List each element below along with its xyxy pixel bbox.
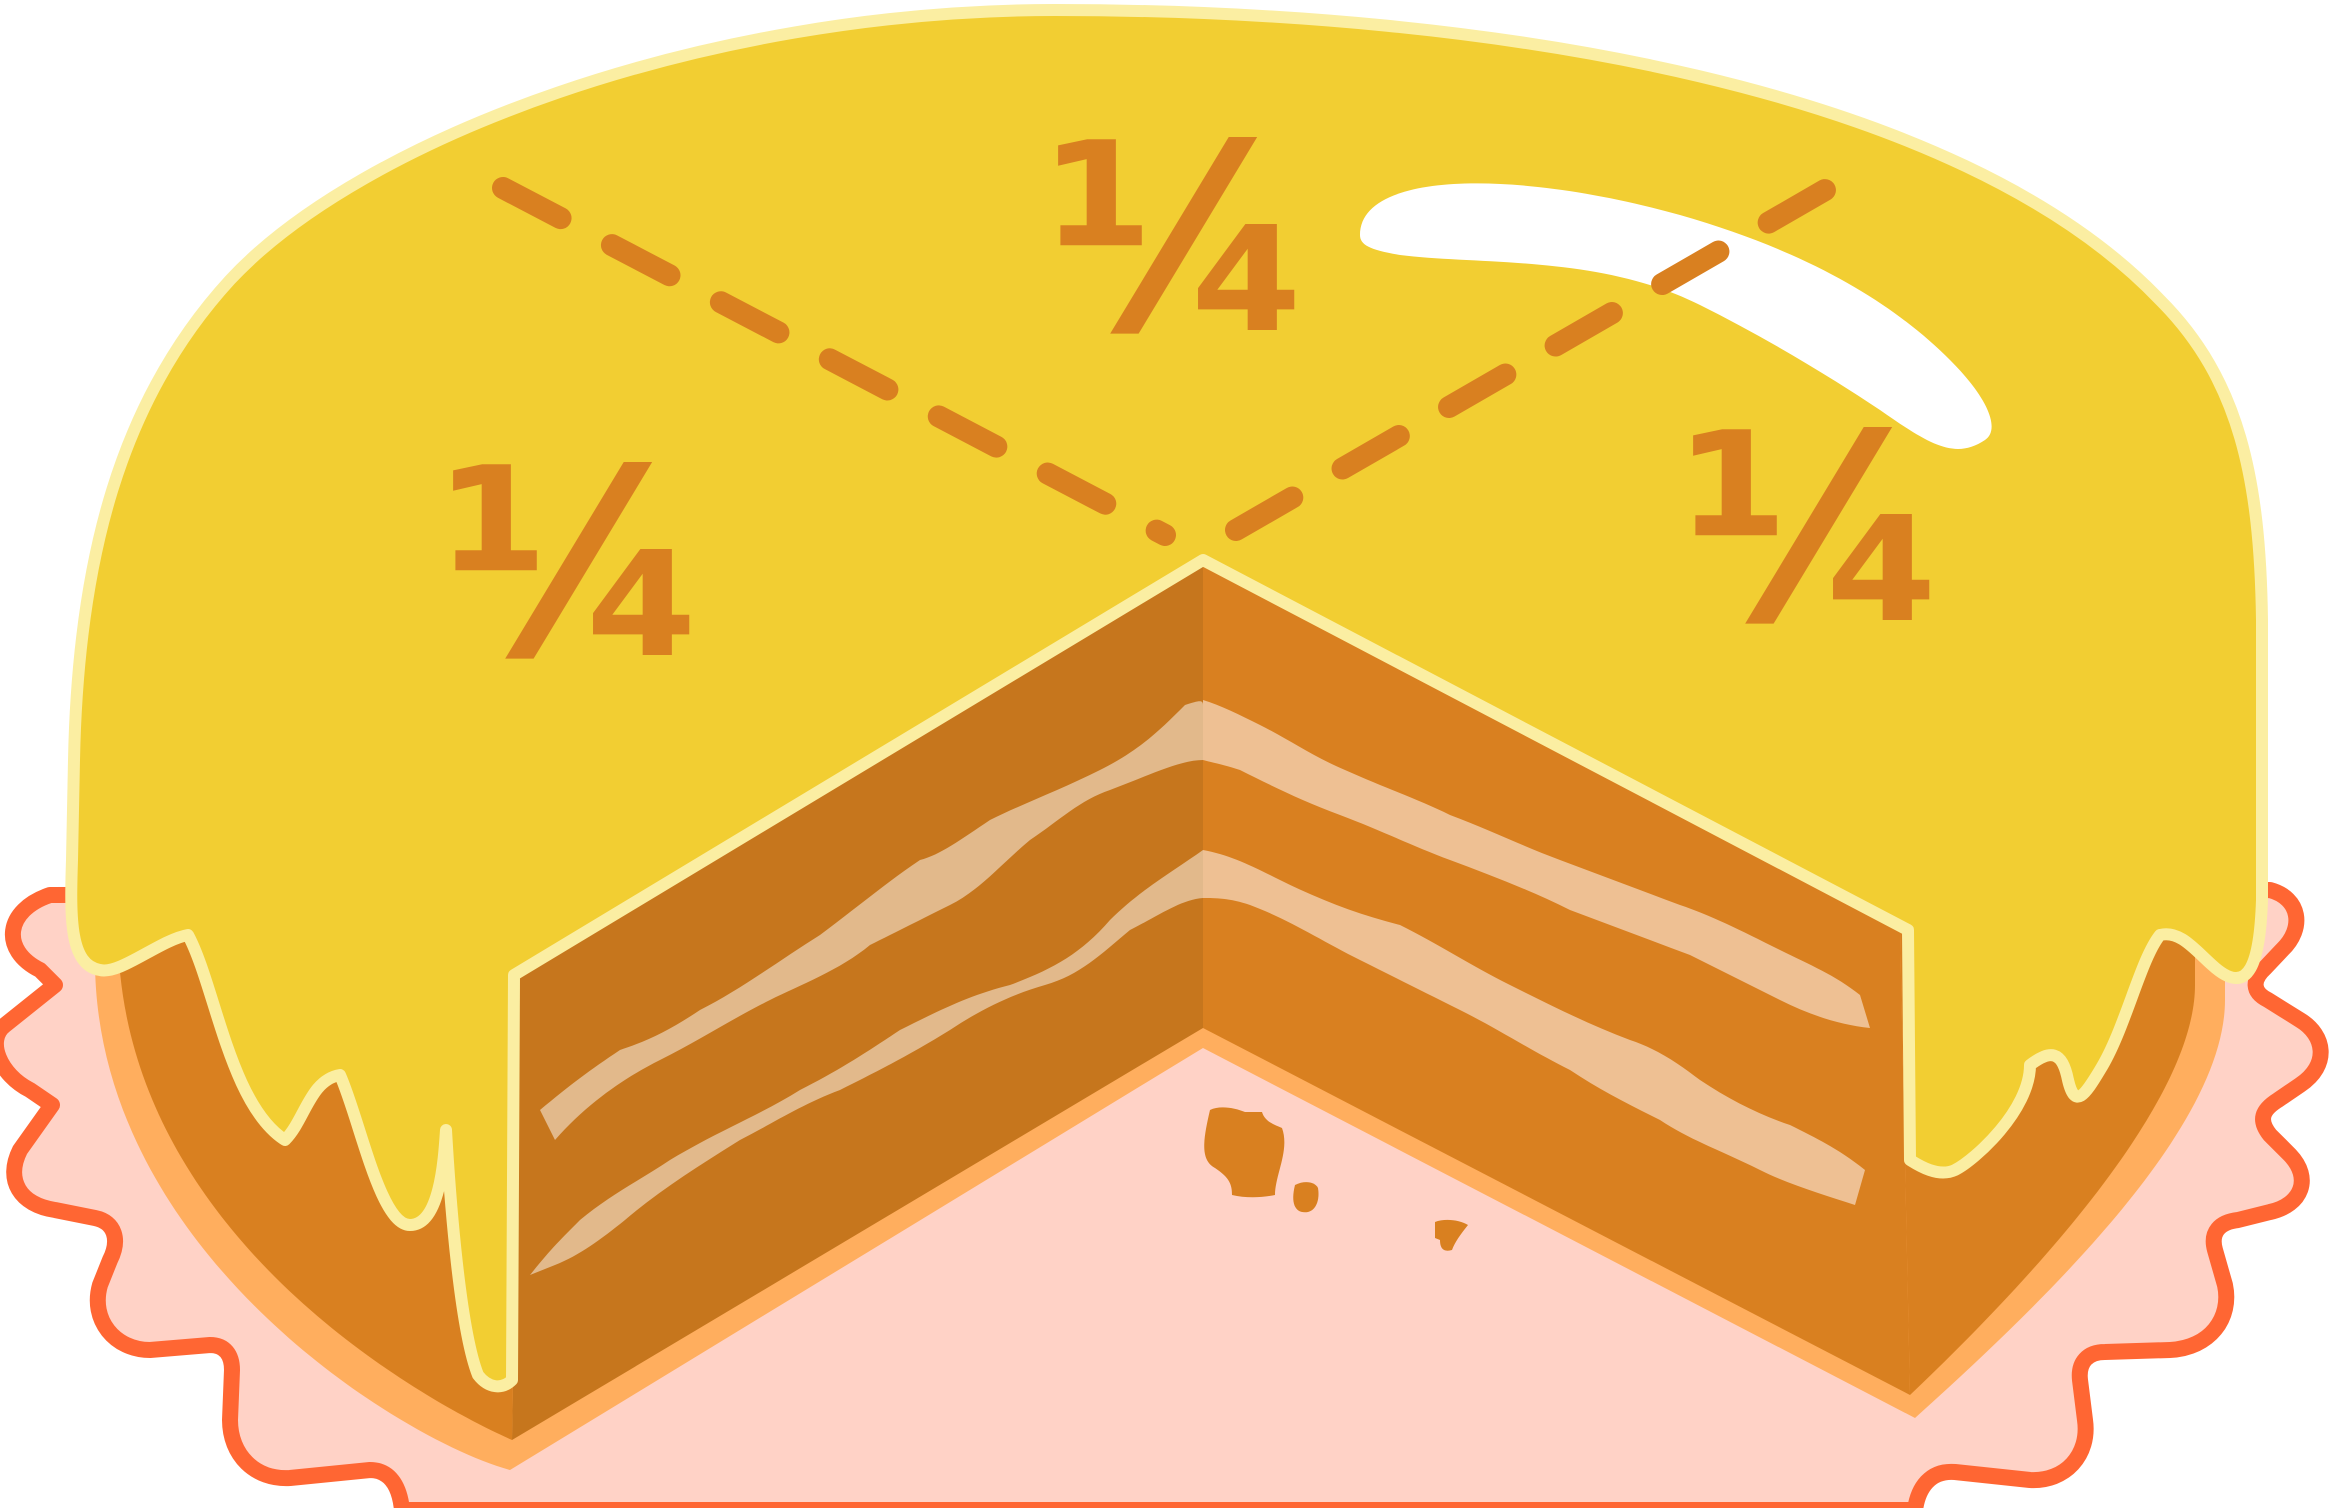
cake-side-left — [512, 560, 1203, 1440]
cream-layer-left-lower — [530, 850, 1203, 1275]
cream-layer-right-upper — [1203, 700, 1870, 1028]
cake-side-right — [1203, 560, 1910, 1395]
crumb — [1204, 1107, 1285, 1198]
fraction-label-right: ¼ — [1680, 380, 1949, 682]
cream-layer-right-lower — [1203, 850, 1865, 1205]
crumb — [1293, 1182, 1319, 1213]
crumb — [1435, 1219, 1468, 1251]
cream-layer-left-upper — [540, 701, 1203, 1140]
cut-line-right — [1225, 175, 1843, 541]
cut-line-left — [492, 177, 1176, 546]
icing — [65, 4, 2268, 1393]
icing-shine — [1360, 183, 1992, 449]
fraction-label-top: ¼ — [1045, 90, 1314, 392]
fraction-label-left: ¼ — [440, 415, 709, 717]
